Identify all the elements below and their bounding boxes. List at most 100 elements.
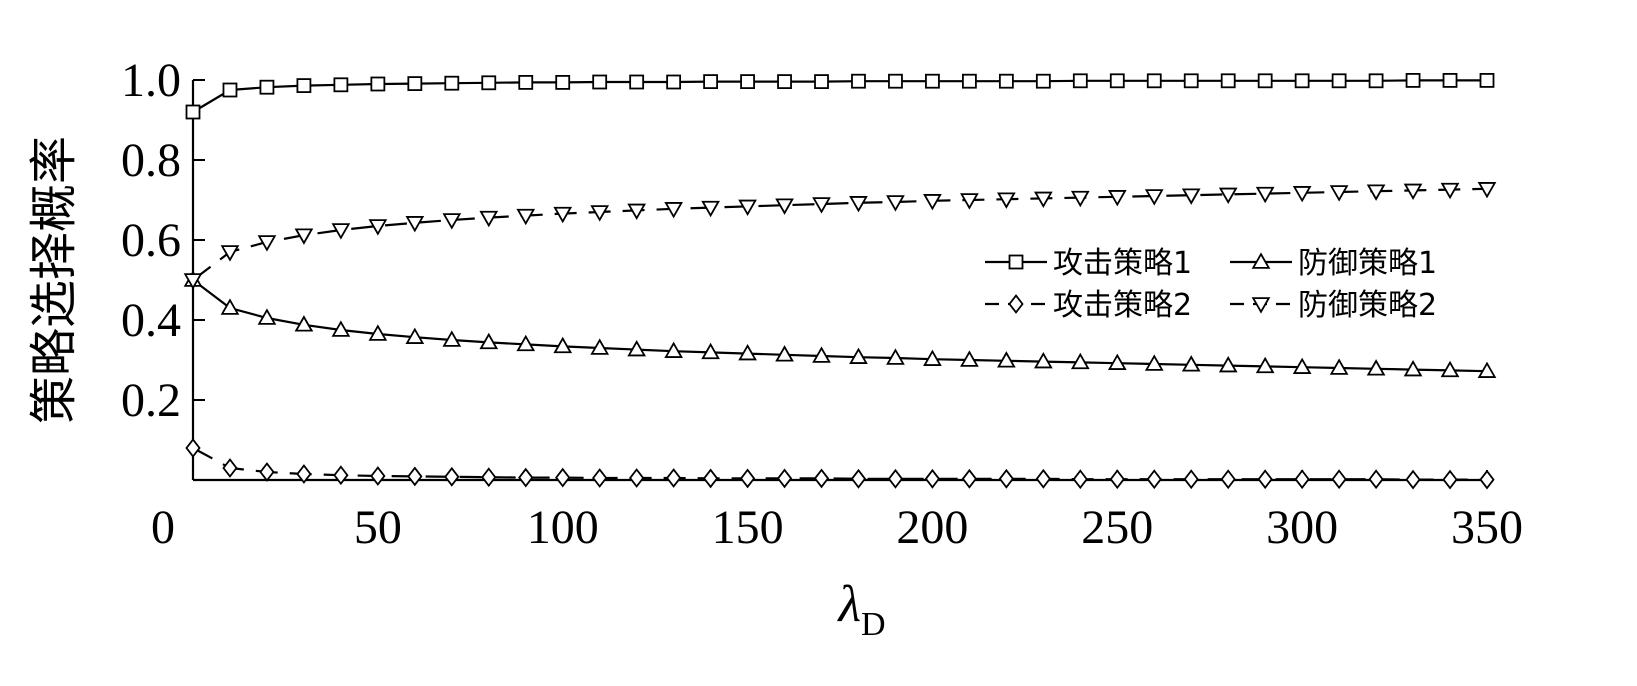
data-point — [738, 343, 757, 361]
x-tick-label: 300 — [1266, 501, 1338, 554]
data-point — [1070, 190, 1090, 208]
data-point — [814, 74, 829, 89]
data-point — [370, 466, 386, 486]
legend-marker — [1008, 254, 1024, 270]
x-tick-label: 50 — [354, 501, 402, 554]
data-point — [998, 468, 1015, 489]
data-point — [296, 78, 312, 93]
data-point — [1146, 469, 1162, 490]
data-point — [776, 468, 793, 489]
data-point — [1255, 186, 1275, 204]
data-point — [849, 196, 868, 213]
data-point — [701, 200, 720, 218]
data-point — [1442, 469, 1458, 490]
data-point — [1033, 351, 1053, 369]
data-point — [518, 467, 534, 488]
x-axis-label-subscript: D — [861, 606, 886, 643]
data-point — [1109, 73, 1125, 89]
legend-label: 攻击策略1 — [1053, 246, 1192, 281]
data-point — [1329, 358, 1349, 375]
data-point — [257, 235, 277, 252]
data-point — [1109, 469, 1125, 490]
data-point — [331, 223, 351, 240]
data-point — [997, 192, 1016, 209]
legend-label: 攻击策略2 — [1053, 288, 1192, 323]
data-point — [220, 245, 240, 262]
data-point — [442, 213, 462, 230]
data-point — [627, 339, 647, 357]
data-point — [925, 73, 940, 89]
data-point — [222, 458, 238, 478]
data-point — [887, 468, 904, 489]
data-point — [294, 228, 314, 245]
data-point — [368, 219, 388, 236]
data-point — [1218, 355, 1238, 373]
data-point — [997, 351, 1016, 368]
series-3 — [185, 438, 1495, 490]
data-point — [629, 468, 645, 488]
data-point — [1331, 469, 1347, 490]
data-point — [812, 346, 831, 363]
data-point — [407, 466, 423, 487]
data-point — [849, 347, 868, 364]
data-point — [1035, 73, 1051, 89]
data-point — [257, 308, 277, 325]
data-point — [1294, 73, 1310, 89]
data-point — [850, 468, 867, 489]
data-point — [481, 467, 497, 488]
legend: 攻击策略1 防御策略1 攻击策略2 防御策略2 — [985, 246, 1437, 323]
data-point — [1405, 469, 1421, 490]
data-point — [405, 327, 425, 344]
data-point — [516, 208, 536, 226]
data-point — [1144, 354, 1164, 371]
data-point — [1220, 73, 1236, 89]
data-point — [442, 330, 462, 347]
x-ticks: 0 50 100 150 200 250 300 350 — [151, 470, 1523, 554]
legend-marker — [1008, 294, 1024, 314]
data-point — [368, 324, 388, 341]
data-point — [703, 74, 718, 89]
data-point — [664, 202, 683, 219]
data-point — [1403, 359, 1423, 377]
data-point — [259, 462, 275, 482]
data-point — [1366, 359, 1386, 376]
data-point — [813, 468, 830, 489]
data-point — [370, 76, 386, 92]
data-point — [960, 193, 979, 210]
series-line — [192, 187, 1488, 281]
x-tick-label: 0 — [151, 501, 175, 554]
data-point — [1181, 355, 1201, 372]
data-point — [1292, 357, 1312, 374]
data-point — [479, 210, 499, 228]
data-point — [664, 341, 683, 358]
data-point — [296, 464, 312, 484]
x-tick-label: 150 — [712, 501, 784, 554]
data-point — [1035, 468, 1051, 489]
data-point — [1368, 469, 1384, 490]
data-point — [1072, 469, 1088, 490]
x-tick-label: 250 — [1081, 501, 1153, 554]
y-tick-label: 1.0 — [121, 54, 181, 107]
data-point — [777, 74, 792, 89]
data-point — [1257, 469, 1273, 490]
data-point — [702, 468, 719, 489]
data-point — [1442, 73, 1458, 88]
data-point — [701, 342, 720, 360]
data-point — [405, 216, 425, 233]
data-point — [553, 206, 573, 224]
data-point — [481, 75, 497, 91]
data-point — [1329, 185, 1349, 202]
data-point — [1033, 191, 1053, 209]
data-point — [851, 73, 866, 89]
data-point — [1331, 73, 1347, 89]
x-axis-label-main: λ — [836, 576, 861, 633]
data-point — [592, 468, 608, 488]
data-point — [665, 468, 682, 488]
data-point — [1183, 469, 1199, 490]
series-line — [192, 79, 1487, 113]
data-point — [222, 82, 238, 98]
data-point — [1294, 469, 1310, 490]
data-point — [553, 336, 573, 354]
data-point — [1257, 73, 1273, 89]
data-point — [1107, 353, 1127, 370]
